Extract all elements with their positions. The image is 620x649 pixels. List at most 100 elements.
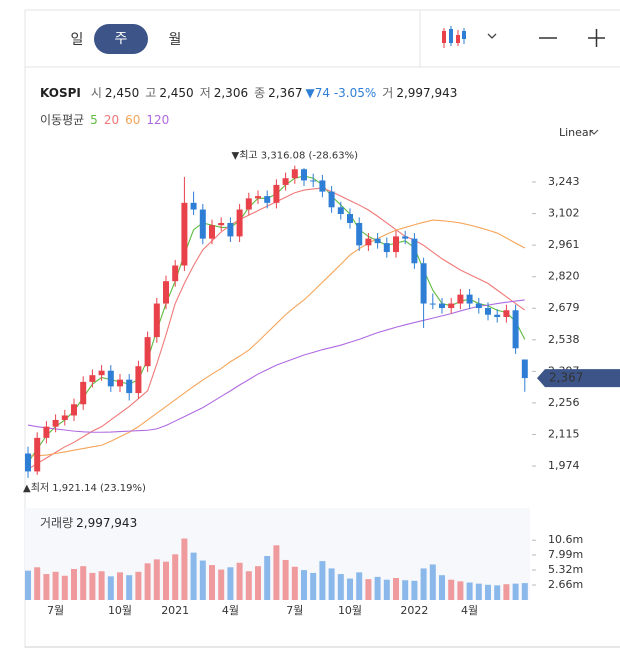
y-tick-label: 2.66m	[548, 578, 583, 591]
y-tick-label: 1,974	[548, 459, 580, 472]
candle-body	[227, 222, 234, 237]
candle-body	[61, 415, 68, 420]
volume-bar	[383, 579, 390, 600]
low-label: 저	[199, 86, 211, 100]
active-tab-pill	[94, 24, 148, 54]
candle-body	[475, 303, 482, 309]
candle-body	[245, 198, 252, 210]
candle-body	[429, 303, 436, 305]
volume: 2,997,943	[396, 85, 458, 100]
period-tab[interactable]: 월	[168, 32, 182, 48]
period-tab[interactable]: 일	[70, 32, 84, 48]
y-tick-label: 3,243	[548, 175, 580, 188]
x-tick-label: 10월	[338, 604, 362, 617]
volume-bar	[25, 570, 31, 600]
candle-body	[25, 453, 31, 472]
candle-body	[209, 225, 215, 239]
volume-bar	[457, 581, 464, 600]
y-tick-label: 2,961	[548, 238, 580, 251]
legend-entry: 60	[125, 112, 141, 127]
y-tick-label: 2,115	[548, 427, 580, 440]
volume-bar	[503, 584, 510, 600]
ma-line	[27, 187, 526, 470]
candle-body	[172, 265, 179, 282]
volume-bar	[273, 545, 280, 600]
volume-bar	[439, 575, 445, 600]
volume-title-value: 2,997,943	[76, 515, 138, 530]
y-tick-label: 2,679	[548, 301, 580, 314]
y-tick-label: 2,256	[548, 396, 580, 409]
volume-bar	[485, 584, 491, 600]
candle-body	[337, 207, 344, 215]
volume-bar	[319, 561, 326, 600]
legend-entry: 20	[103, 112, 120, 127]
min-annotation: ▲최저 1,921.14 (23.19%)	[23, 482, 146, 494]
y-tick-label: 3,102	[548, 207, 580, 220]
volume-bar	[255, 566, 261, 600]
volume-bar	[52, 571, 59, 600]
x-tick-label: 2021	[161, 604, 189, 617]
candle-body	[439, 303, 445, 309]
volume-bar	[356, 572, 363, 600]
change: ▼74 -3.05%	[305, 85, 377, 100]
volume-bar	[61, 575, 68, 600]
volume-bar	[466, 582, 473, 600]
x-tick-label: 7월	[47, 604, 64, 617]
scale-mode[interactable]: Linear	[559, 126, 594, 139]
volume-bar	[301, 570, 307, 600]
close: 2,367	[268, 85, 303, 100]
y-tick-label: 2,820	[548, 270, 580, 283]
volume-bar	[521, 583, 528, 600]
candle-body	[107, 370, 114, 387]
volume-bar	[71, 568, 77, 600]
candle-body	[503, 310, 510, 317]
y-tick-label: 5.32m	[548, 563, 583, 576]
symbol: KOSPI	[40, 85, 81, 100]
ma-line	[28, 219, 526, 457]
candle-body	[420, 263, 427, 304]
volume-bar	[181, 538, 188, 600]
volume-bar	[190, 552, 197, 600]
volume-bar	[475, 583, 482, 600]
volume-bar	[107, 576, 114, 600]
candle-body	[255, 196, 261, 199]
volume-bar	[310, 572, 317, 600]
volume-bar	[172, 554, 179, 600]
volume-bar	[163, 561, 169, 600]
volume-bar	[282, 559, 289, 600]
volume-bar	[227, 567, 234, 600]
volume-bar	[135, 571, 142, 600]
candle-body	[89, 375, 96, 382]
candle-body	[356, 222, 363, 246]
legend-entry: 5	[90, 112, 98, 127]
candle-body	[494, 314, 501, 317]
volume-bar	[144, 563, 151, 600]
volume-bar	[328, 568, 335, 600]
candle-body	[153, 303, 160, 338]
candle-body	[264, 196, 271, 203]
zoom-in[interactable]	[588, 29, 605, 47]
period-tab[interactable]: 주	[114, 31, 128, 47]
candle-body	[126, 379, 133, 394]
volume-bar	[420, 568, 427, 600]
candle-body	[282, 178, 289, 185]
chart-type-icon[interactable]	[442, 26, 466, 48]
volume-bar	[411, 580, 418, 600]
candle-body	[347, 214, 353, 223]
dropdown-chevron[interactable]	[487, 33, 497, 39]
candle-body	[218, 222, 225, 226]
volume-bar	[264, 556, 271, 600]
scale-chevron[interactable]	[589, 129, 599, 135]
open: 2,450	[104, 85, 140, 100]
candle-body	[135, 366, 142, 394]
candle-body	[402, 236, 409, 239]
legend-title: 이동평균	[40, 113, 85, 127]
candle-body	[190, 202, 197, 210]
volume-bar	[429, 564, 436, 600]
volume-bar	[347, 578, 353, 600]
x-tick-label: 4월	[461, 604, 478, 617]
candle-body	[43, 426, 50, 438]
volume-bar	[218, 569, 225, 600]
